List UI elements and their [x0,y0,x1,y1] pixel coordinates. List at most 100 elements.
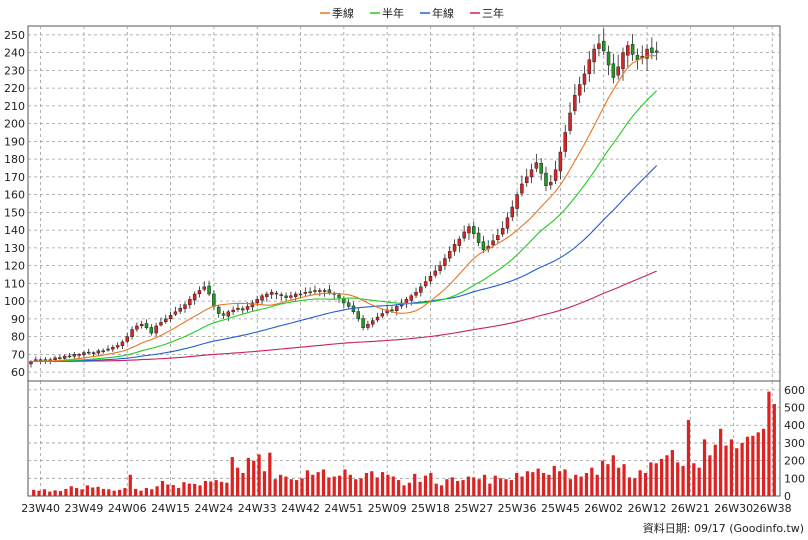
volume-tick-label: 0 [784,490,791,503]
candle [149,327,154,334]
volume-bar [429,473,433,496]
volume-bar [182,482,186,496]
y-tick-label: 150 [4,206,25,219]
volume-bar [203,480,208,496]
candle [337,294,341,298]
candle [539,162,543,174]
legend-entry: 年線 [432,6,454,20]
y-tick-label: 170 [4,171,25,184]
volume-bar [536,468,540,496]
candle [207,285,211,295]
candle [322,290,327,292]
y-tick-label: 230 [4,64,25,77]
volume-bar [547,474,551,496]
candle [346,302,351,307]
volume-bar [107,489,111,496]
volume-bar [262,471,267,496]
volume-tick-label: 600 [784,384,805,397]
legend: 季線 半年 年線 三年 [320,6,504,20]
y-tick-label: 140 [4,224,25,237]
volume-bar [171,485,175,496]
candle [293,293,298,297]
volume-bar [439,485,444,496]
candle [568,112,572,131]
volume-bar [418,481,422,496]
x-tick-label: 24W24 [194,502,233,515]
candle [520,183,524,194]
volume-bar [48,491,52,496]
volume-bar [423,475,428,496]
x-tick-label: 26W21 [671,502,710,515]
volume-bar [37,490,41,496]
y-tick-label: 250 [4,29,25,42]
volume-bar [622,464,626,496]
volume-bar [123,488,127,496]
volume-bar [697,467,701,496]
candle [269,292,274,295]
volume-bar [284,476,288,496]
volume-tick-label: 300 [784,437,805,450]
candle [183,304,187,309]
candle [241,308,245,311]
volume-bar [541,473,546,496]
candle [125,336,130,342]
candle [500,228,505,235]
volume-bar [128,474,132,496]
volume-tick-label: 200 [784,455,805,468]
candle [67,355,72,358]
volume-bar [756,432,760,496]
candle [197,290,202,295]
candle [284,295,288,298]
candle [529,169,534,178]
volume-bar [300,478,304,496]
candle [587,59,592,75]
volume-bar [676,462,680,496]
volume-bar [305,470,310,496]
x-tick-label: 25W09 [368,502,407,515]
volume-bar [397,480,401,496]
candle [630,44,635,55]
volume-bar [445,479,449,496]
volume-bar [348,474,352,496]
candle [395,306,399,311]
x-tick-label: 25W27 [454,502,493,515]
candle [101,350,105,353]
volume-bar [407,482,411,496]
volume-bar [370,471,374,496]
candle [245,306,250,310]
volume-bar [332,476,336,496]
volume-bar [198,485,202,496]
x-tick-label: 26W12 [628,502,667,515]
volume-bar [724,445,728,496]
candle [168,315,173,319]
source-label: 資料日期: 09/17 (Goodinfo.tw) [643,521,804,535]
candle [558,151,563,172]
candle [524,176,529,184]
volume-bar [134,488,138,496]
y-tick-label: 200 [4,118,25,131]
volume-bar [359,478,363,496]
volume-bar [236,467,240,496]
x-tick-label: 24W33 [238,502,277,515]
volume-bar [772,404,776,496]
candle [327,289,332,293]
candle [467,226,471,234]
volume-bar [590,467,594,496]
volume-bar [729,439,733,496]
candle [597,43,601,49]
volume-bar [504,479,508,496]
candle [447,251,452,259]
candle [577,84,582,96]
candle [414,292,418,296]
candle [592,48,596,63]
candle [77,354,81,356]
candle [216,306,221,314]
volume-bar [740,442,744,496]
volume-bar [337,475,342,496]
y-tick-label: 210 [4,100,25,113]
volume-bar [53,490,57,496]
candle [621,52,625,70]
candle [452,244,457,252]
volume-bar [327,477,331,496]
